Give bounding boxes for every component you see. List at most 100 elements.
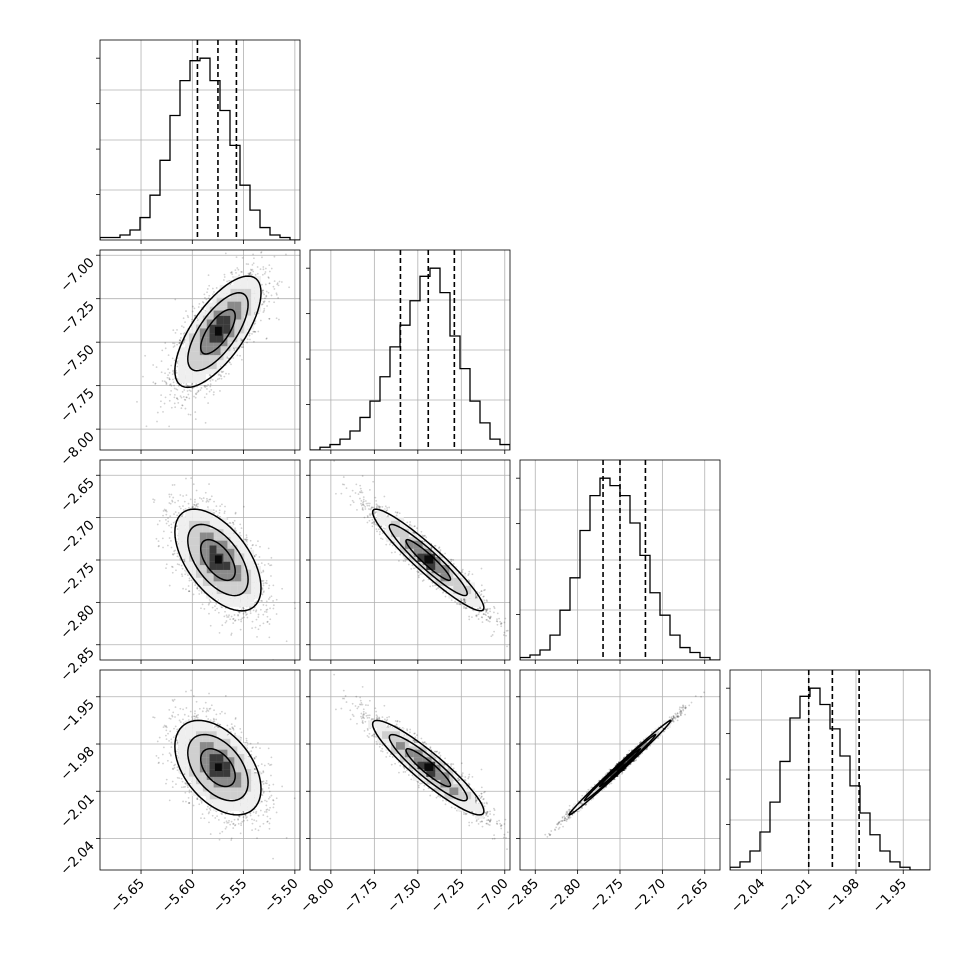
sample-point bbox=[189, 413, 192, 416]
sample-point bbox=[182, 332, 185, 335]
sample-point bbox=[205, 298, 208, 301]
sample-point bbox=[266, 621, 269, 623]
density-cell bbox=[199, 346, 207, 356]
sample-point bbox=[261, 587, 264, 590]
sample-point bbox=[257, 613, 260, 616]
sample-point bbox=[173, 393, 176, 396]
density-cell bbox=[185, 374, 193, 383]
sample-point bbox=[233, 347, 236, 350]
sample-point bbox=[162, 510, 165, 512]
sample-point bbox=[176, 397, 178, 400]
sample-point bbox=[177, 402, 180, 404]
sample-point bbox=[176, 514, 179, 517]
sample-point bbox=[251, 246, 253, 248]
sample-point bbox=[208, 374, 211, 376]
sample-point bbox=[223, 276, 226, 278]
sample-point bbox=[257, 540, 259, 543]
sample-point bbox=[245, 538, 248, 541]
density-cell bbox=[195, 351, 203, 361]
density-cell bbox=[227, 328, 235, 338]
sample-point bbox=[254, 330, 257, 333]
sample-point bbox=[200, 387, 203, 389]
sample-point bbox=[182, 587, 184, 590]
sample-point bbox=[265, 600, 268, 603]
sample-point bbox=[196, 586, 199, 589]
sample-point bbox=[228, 279, 230, 282]
sample-point bbox=[262, 289, 265, 292]
sample-point bbox=[181, 404, 184, 407]
sample-point bbox=[191, 318, 193, 321]
density-cell bbox=[209, 360, 217, 370]
sample-point bbox=[266, 620, 269, 623]
sample-point bbox=[273, 301, 276, 304]
sample-point bbox=[241, 271, 243, 273]
sample-point bbox=[255, 618, 258, 621]
sample-point bbox=[252, 340, 255, 343]
sample-point bbox=[269, 564, 271, 567]
sample-point bbox=[262, 291, 264, 294]
sample-point bbox=[261, 289, 264, 292]
sample-point bbox=[280, 281, 283, 283]
sample-point bbox=[171, 484, 174, 486]
sample-point bbox=[255, 553, 257, 556]
sample-point bbox=[219, 374, 222, 377]
sample-point bbox=[256, 272, 259, 275]
sample-point bbox=[232, 618, 235, 620]
sample-point bbox=[267, 547, 270, 550]
sample-point bbox=[178, 505, 181, 508]
sample-point bbox=[277, 284, 280, 287]
sample-point bbox=[196, 317, 199, 320]
sample-point bbox=[164, 347, 167, 350]
sample-point bbox=[270, 595, 273, 598]
sample-point bbox=[172, 381, 175, 384]
density-cell bbox=[178, 365, 186, 375]
sample-point bbox=[262, 622, 265, 625]
sample-point bbox=[246, 613, 248, 616]
sample-point bbox=[173, 345, 176, 347]
sample-point bbox=[168, 377, 171, 380]
density-cell bbox=[192, 374, 199, 383]
sample-point bbox=[170, 389, 173, 392]
sample-point bbox=[259, 268, 262, 271]
sample-point bbox=[176, 563, 179, 565]
sample-point bbox=[224, 610, 226, 613]
density-cell bbox=[212, 365, 220, 375]
sample-point bbox=[240, 620, 243, 623]
sample-point bbox=[183, 331, 186, 334]
sample-point bbox=[241, 343, 244, 346]
sample-point bbox=[187, 385, 190, 387]
sample-point bbox=[253, 330, 256, 333]
sample-point bbox=[208, 284, 211, 287]
sample-point bbox=[183, 389, 186, 391]
sample-point bbox=[164, 509, 167, 512]
sample-point bbox=[245, 263, 248, 265]
sample-point bbox=[248, 273, 250, 276]
sample-point bbox=[265, 609, 268, 611]
density-cell bbox=[227, 310, 235, 320]
sample-point bbox=[209, 379, 212, 382]
sample-point bbox=[277, 296, 280, 299]
sample-point bbox=[186, 385, 189, 387]
sample-point bbox=[241, 606, 244, 609]
density-cell bbox=[198, 374, 206, 383]
sample-point bbox=[173, 513, 175, 515]
sample-point bbox=[176, 360, 179, 363]
sample-point bbox=[248, 272, 251, 275]
sample-point bbox=[197, 306, 200, 308]
density-cell bbox=[223, 315, 231, 325]
sample-point bbox=[268, 596, 271, 599]
sample-point bbox=[233, 519, 236, 522]
sample-point bbox=[194, 418, 197, 421]
sample-point bbox=[166, 376, 169, 379]
sample-point bbox=[188, 397, 191, 400]
sample-point bbox=[263, 309, 266, 312]
sample-point bbox=[211, 379, 214, 381]
sample-point bbox=[235, 256, 238, 259]
sample-point bbox=[223, 273, 226, 276]
sample-point bbox=[253, 330, 256, 333]
sample-point bbox=[239, 523, 242, 526]
density-cell bbox=[214, 326, 222, 336]
sample-point bbox=[188, 506, 190, 509]
sample-point bbox=[265, 294, 268, 297]
sample-point bbox=[175, 569, 177, 572]
